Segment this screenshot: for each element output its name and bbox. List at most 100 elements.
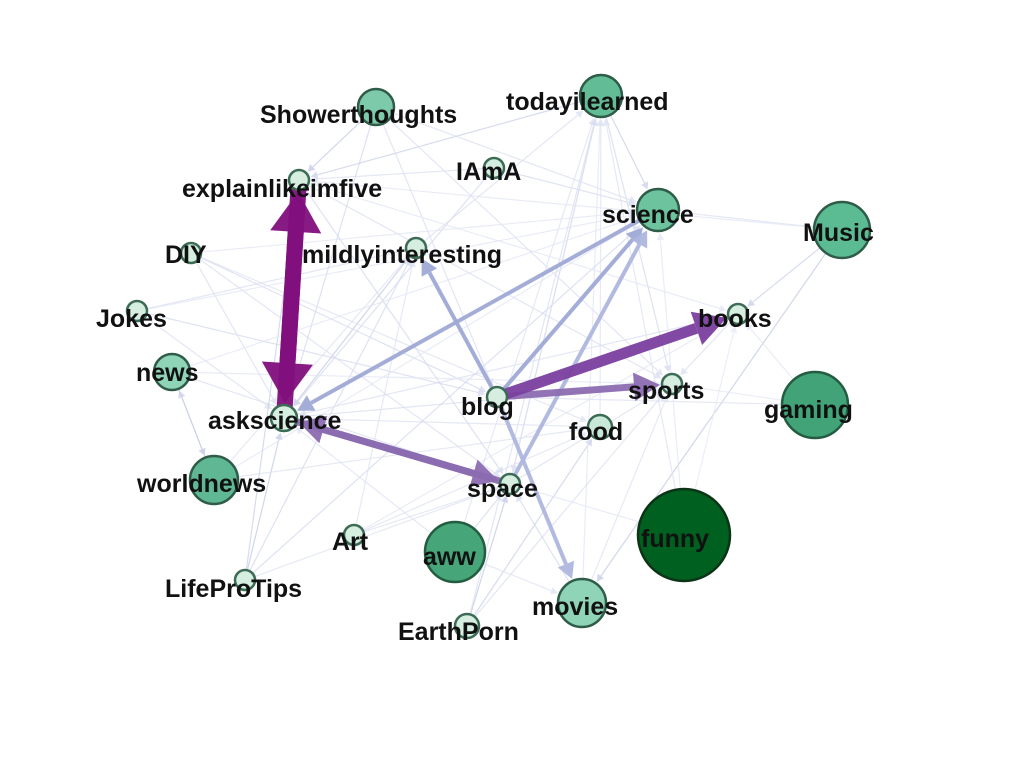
edge-iama-to-askscience: [293, 172, 491, 407]
edge-arrowhead: [492, 469, 501, 477]
edge-arrowhead: [597, 119, 605, 126]
node-label-news: news: [136, 359, 199, 387]
edge-movies-to-sports: [586, 395, 669, 590]
edge-funny-to-books: [689, 325, 738, 509]
edge-arrowhead: [656, 393, 665, 401]
edge-line: [359, 434, 582, 534]
edge-arrowhead: [718, 304, 727, 313]
edge-art-to-space: [359, 486, 499, 534]
edge-line: [359, 489, 493, 534]
node-label-science: science: [602, 201, 694, 229]
edge-art-to-mildlyinteresting: [354, 259, 416, 530]
edge-line: [322, 426, 506, 486]
edge-line: [471, 558, 552, 592]
node-mildlyinteresting: [404, 236, 428, 260]
edge-arrowhead: [579, 431, 588, 439]
edge-blog-to-movies: [497, 401, 575, 579]
edge-line: [586, 401, 666, 590]
node-label-jokes: Jokes: [96, 305, 167, 333]
node-label-movies: movies: [532, 593, 618, 621]
edge-line: [193, 257, 274, 400]
node-label-lifeprotips: LifeProTips: [165, 575, 302, 603]
edge-line: [499, 168, 630, 204]
edge-arrowhead: [641, 181, 648, 190]
edge-arrowhead: [633, 225, 641, 233]
edge-lifeprotips-to-askscience: [245, 432, 283, 575]
edge-line: [599, 125, 602, 420]
edge-explainlikeimfive-to-space: [301, 184, 504, 475]
node-label-worldnews: worldnews: [136, 470, 266, 498]
edge-line: [502, 383, 635, 401]
edge-space-to-science: [511, 230, 648, 480]
edge-arrowhead: [628, 196, 637, 204]
edge-todayilearned-to-science: [606, 107, 648, 190]
edge-art-to-food: [359, 431, 588, 534]
edge-line: [468, 502, 506, 620]
node-label-askscience: askscience: [208, 407, 342, 435]
edge-arrowhead: [490, 486, 499, 494]
edge-arrowhead: [275, 432, 283, 441]
node-funny: [636, 487, 732, 583]
edge-line: [300, 431, 442, 542]
edge-arrowhead: [656, 232, 665, 241]
edge-food-to-askscience: [299, 414, 593, 428]
edge-arrowhead: [269, 396, 277, 405]
edge-arrowhead: [602, 118, 611, 127]
node-label-books: books: [698, 305, 772, 333]
edge-jokes-to-askscience: [141, 314, 272, 410]
edge-arrowhead: [516, 494, 524, 503]
edge-arrowhead: [590, 118, 598, 127]
edge-line: [689, 332, 735, 509]
edge-diy-to-space: [195, 256, 501, 477]
edge-line: [142, 215, 629, 311]
edge-line: [249, 229, 637, 577]
edge-arrowhead: [661, 395, 669, 403]
edge-arrowhead: [683, 383, 692, 391]
edge-arrowhead: [596, 573, 604, 582]
edge-line: [752, 240, 830, 303]
edge-arrowhead: [628, 215, 637, 224]
edge-line: [245, 439, 280, 575]
edge-line: [500, 323, 699, 401]
edge-explainlikeimfive-to-askscience: [261, 185, 313, 403]
node-label-space: space: [467, 475, 538, 503]
edge-line: [279, 185, 307, 364]
edge-line: [312, 113, 369, 168]
node-books: [726, 302, 750, 326]
edge-line: [196, 212, 629, 254]
edge-line: [317, 167, 489, 180]
edge-line: [605, 125, 680, 508]
edge-arrowhead: [653, 371, 662, 379]
edge-worldnews-to-news: [178, 390, 210, 467]
edge-earthporn-to-sports: [471, 393, 665, 621]
edge-explainlikeimfive-to-books: [304, 181, 727, 313]
node-diy: [179, 241, 203, 265]
node-label-earthporn: EarthPorn: [398, 618, 519, 646]
node-label-gaming: gaming: [764, 396, 853, 424]
edge-line: [305, 314, 733, 414]
node-iama: [482, 156, 506, 180]
edge-arrowhead: [500, 495, 509, 504]
node-label-blog: blog: [461, 393, 514, 421]
edge-line: [304, 181, 721, 310]
edge-arrowhead: [396, 248, 405, 256]
edge-arrowhead: [297, 395, 316, 411]
edge-line: [195, 256, 495, 474]
edge-arrowhead: [477, 388, 486, 397]
edge-line: [317, 181, 826, 230]
node-art: [342, 523, 366, 547]
node-showerthoughts: [356, 87, 396, 127]
node-science: [635, 187, 681, 233]
edge-line: [511, 243, 642, 480]
edge-line: [687, 212, 826, 229]
edge-line: [606, 107, 646, 184]
edge-aww-to-movies: [471, 558, 558, 595]
node-explainlikeimfive: [287, 168, 311, 192]
node-askscience: [269, 403, 299, 433]
edge-arrowhead: [521, 485, 530, 493]
edge-arrowhead: [575, 110, 584, 118]
edge-arrowhead: [496, 466, 504, 475]
edge-arrowhead: [690, 311, 727, 345]
edge-line: [317, 98, 590, 176]
edge-line: [383, 113, 659, 372]
